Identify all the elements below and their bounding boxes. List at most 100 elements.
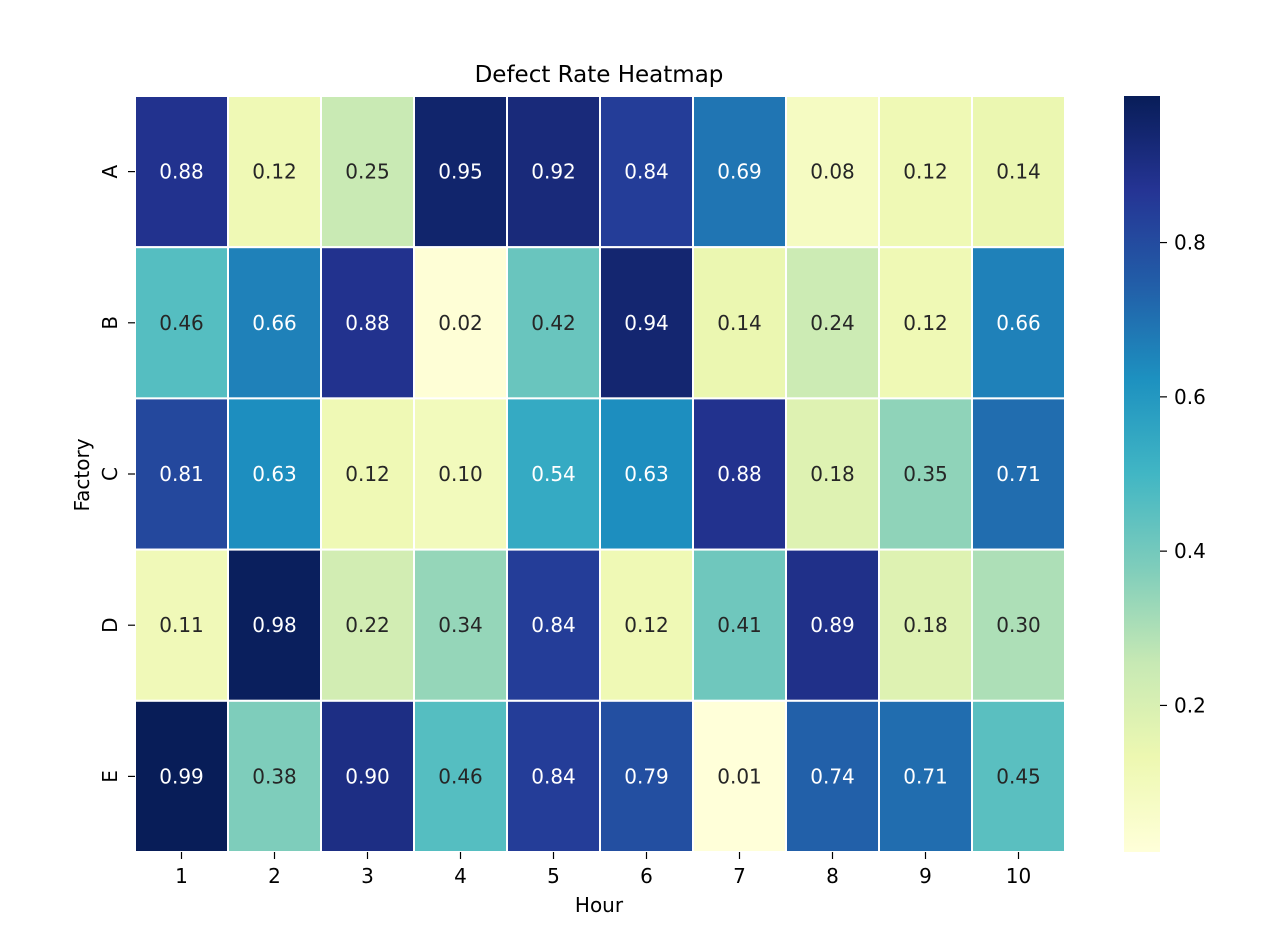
cell-value-label: 0.18 [810,462,855,486]
cell-value-label: 0.66 [996,311,1041,335]
cell-value-label: 0.84 [531,764,576,788]
heatmap-cell [878,548,973,702]
colorbar-tick-label: 0.8 [1174,231,1206,255]
heatmap-cell [320,699,415,853]
x-tick-label: 9 [919,864,932,888]
colorbar-tick-label: 0.2 [1174,693,1206,717]
cell-value-label: 0.12 [345,462,390,486]
cell-value-label: 0.08 [810,160,855,184]
cell-value-label: 0.90 [345,764,390,788]
cell-value-label: 0.81 [159,462,204,486]
heatmap-cell [785,699,880,853]
colorbar-tick-label: 0.4 [1174,539,1206,563]
cell-value-label: 0.34 [438,613,483,637]
cell-value-label: 0.94 [624,311,669,335]
cell-value-label: 0.41 [717,613,762,637]
heatmap-cell [413,246,508,400]
heatmap-cell [692,246,787,400]
heatmap-cell [692,548,787,702]
heatmap-cell [785,95,880,249]
heatmap-cell [971,548,1066,702]
cell-value-label: 0.12 [903,311,948,335]
heatmap-cell [134,548,229,702]
colorbar-tick-label: 0.6 [1174,385,1206,409]
x-tick-label: 4 [454,864,467,888]
heatmap-cell [785,246,880,400]
x-tick-label: 1 [175,864,188,888]
cell-value-label: 0.63 [252,462,297,486]
x-tick-label: 8 [826,864,839,888]
heatmap-cell [878,699,973,853]
x-tick-label: 7 [733,864,746,888]
heatmap-cell [599,246,694,400]
heatmap-cell [506,699,601,853]
cell-value-label: 0.84 [531,613,576,637]
cell-value-label: 0.12 [624,613,669,637]
cell-value-label: 0.18 [903,613,948,637]
cell-value-label: 0.66 [252,311,297,335]
cell-value-label: 0.12 [252,160,297,184]
y-tick-label: E [98,770,122,783]
heatmap-cell [506,397,601,551]
cell-value-label: 0.71 [903,764,948,788]
colorbar-ticks: 0.2 0.4 0.6 0.8 [1160,231,1206,717]
cell-value-label: 0.02 [438,311,483,335]
cell-value-label: 0.92 [531,160,576,184]
heatmap-cell [971,95,1066,249]
cell-value-label: 0.45 [996,764,1041,788]
x-tick-label: 2 [268,864,281,888]
cell-value-label: 0.84 [624,160,669,184]
cell-value-label: 0.69 [717,160,762,184]
cell-value-label: 0.24 [810,311,855,335]
heatmap-cell [971,246,1066,400]
y-tick-label: B [98,316,122,330]
x-tick-label: 6 [640,864,653,888]
x-tick-label: 3 [361,864,374,888]
x-tick-label: 5 [547,864,560,888]
cell-value-label: 0.88 [345,311,390,335]
cell-value-label: 0.99 [159,764,204,788]
cell-value-label: 0.98 [252,613,297,637]
cell-value-label: 0.63 [624,462,669,486]
chart-title: Defect Rate Heatmap [475,62,724,88]
heatmap-cell [878,246,973,400]
heatmap-cell [320,397,415,551]
cell-value-label: 0.88 [159,160,204,184]
cell-value-label: 0.14 [717,311,762,335]
y-tick-label: A [98,164,122,178]
heatmap-cell [971,699,1066,853]
cell-value-label: 0.25 [345,160,390,184]
cell-value-label: 0.01 [717,764,762,788]
x-tick-label: 10 [1006,864,1031,888]
cell-value-label: 0.10 [438,462,483,486]
cell-value-label: 0.89 [810,613,855,637]
heatmap-cells: 0.88 0.12 0.25 0.95 0.92 0.84 0.69 0.08 0.12 0.14… [134,95,1066,853]
cell-value-label: 0.14 [996,160,1041,184]
cell-value-label: 0.12 [903,160,948,184]
cell-value-label: 0.79 [624,764,669,788]
heatmap-cell [320,95,415,249]
x-axis-title: Hour [575,893,624,917]
cell-value-label: 0.38 [252,764,297,788]
heatmap-cell [692,699,787,853]
heatmap-cell [599,95,694,249]
heatmap-cell [971,397,1066,551]
cell-value-label: 0.54 [531,462,576,486]
heatmap-cell [599,699,694,853]
cell-value-label: 0.30 [996,613,1041,637]
cell-value-label: 0.35 [903,462,948,486]
y-axis-title: Factory [70,438,94,511]
heatmap-cell [227,699,322,853]
cell-value-label: 0.88 [717,462,762,486]
heatmap-cell [878,397,973,551]
heatmap-cell [227,95,322,249]
y-tick-label: D [98,617,122,632]
x-axis-ticks: 1 2 3 4 5 6 7 8 9 10 [175,852,1031,888]
cell-value-label: 0.22 [345,613,390,637]
heatmap-cell [599,548,694,702]
heatmap-cell [227,397,322,551]
cell-value-label: 0.11 [159,613,204,637]
heatmap-cell [134,95,229,249]
cell-value-label: 0.46 [159,311,204,335]
